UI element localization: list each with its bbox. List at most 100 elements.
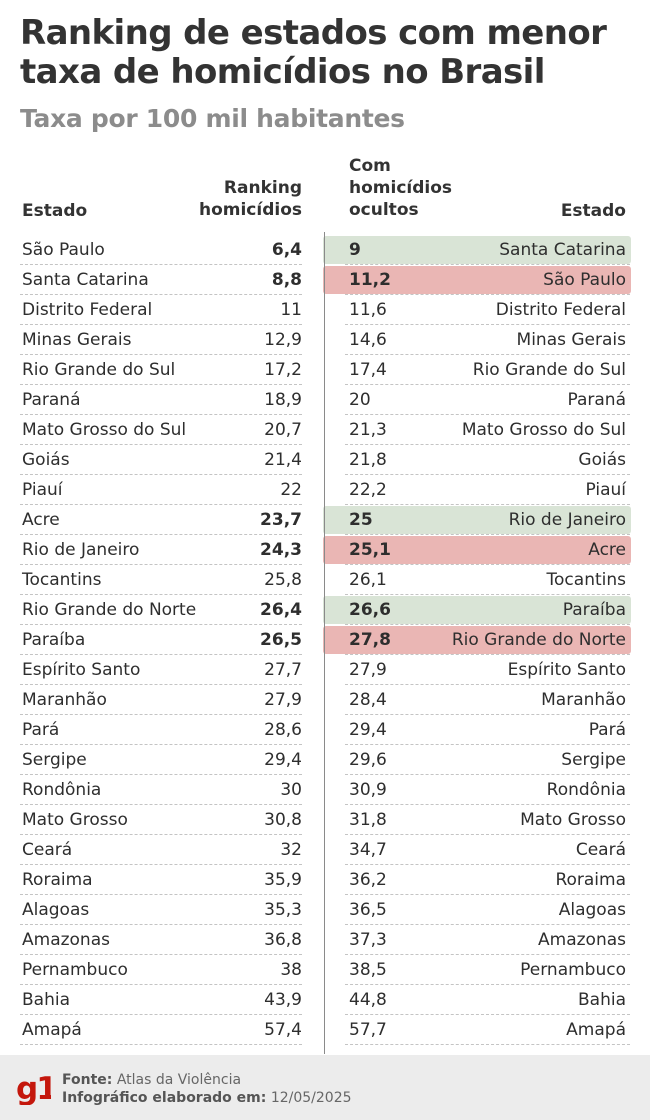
- left-value-cell: 35,9: [264, 870, 302, 890]
- left-value-cell: 32: [280, 840, 302, 860]
- right-state-cell: Amazonas: [538, 930, 626, 950]
- row-separator-right: [345, 744, 630, 745]
- green-highlight: [323, 506, 631, 534]
- table-row: São Paulo 6,4 9 Santa Catarina: [0, 235, 650, 265]
- right-value-cell: 30,9: [349, 780, 387, 800]
- row-separator-right: [345, 504, 630, 505]
- left-state-cell: Rio Grande do Norte: [22, 600, 197, 620]
- column-header-right-state: Estado: [560, 201, 626, 221]
- right-value-cell: 27,9: [349, 660, 387, 680]
- right-state-cell: São Paulo: [543, 270, 626, 290]
- left-state-cell: Sergipe: [22, 750, 87, 770]
- right-state-cell: Rondônia: [546, 780, 626, 800]
- row-separator-right: [345, 834, 630, 835]
- column-header-ranking-line1: Ranking: [223, 178, 302, 198]
- row-separator-left: [20, 924, 302, 925]
- right-state-cell: Alagoas: [558, 900, 626, 920]
- row-separator-right: [345, 804, 630, 805]
- row-separator-left: [20, 324, 302, 325]
- left-value-cell: 20,7: [264, 420, 302, 440]
- left-value-cell: 12,9: [264, 330, 302, 350]
- column-header-hidden-line3: ocultos: [349, 200, 419, 220]
- row-separator-right: [345, 474, 630, 475]
- right-value-cell: 34,7: [349, 840, 387, 860]
- row-separator-left: [20, 354, 302, 355]
- row-separator-right: [345, 624, 630, 625]
- left-value-cell: 17,2: [264, 360, 302, 380]
- left-state-cell: Goiás: [22, 450, 70, 470]
- row-separator-right: [345, 264, 630, 265]
- row-separator-left: [20, 474, 302, 475]
- right-value-cell: 27,8: [349, 630, 391, 650]
- row-separator-left: [20, 894, 302, 895]
- column-divider: [324, 232, 325, 1054]
- right-value-cell: 11,2: [349, 270, 391, 290]
- row-separator-right: [345, 534, 630, 535]
- table-row: Acre 23,7 25 Rio de Janeiro: [0, 505, 650, 535]
- left-state-cell: Alagoas: [22, 900, 90, 920]
- left-state-cell: Bahia: [22, 990, 70, 1010]
- table-row: Bahia 43,9 44,8 Bahia: [0, 985, 650, 1015]
- column-header-left-state: Estado: [22, 201, 88, 221]
- row-separator-right: [345, 954, 630, 955]
- left-state-cell: Ceará: [22, 840, 73, 860]
- row-separator-right: [345, 924, 630, 925]
- row-separator-left: [20, 624, 302, 625]
- footer-source-label: Fonte:: [62, 1072, 113, 1088]
- footer-date-value: 12/05/2025: [270, 1090, 352, 1106]
- right-state-cell: Acre: [588, 540, 626, 560]
- left-value-cell: 43,9: [264, 990, 302, 1010]
- row-separator-left: [20, 954, 302, 955]
- left-state-cell: Santa Catarina: [22, 270, 149, 290]
- left-value-cell: 29,4: [264, 750, 302, 770]
- right-state-cell: Maranhão: [541, 690, 626, 710]
- row-separator-left: [20, 984, 302, 985]
- row-separator-right: [345, 714, 630, 715]
- right-value-cell: 17,4: [349, 360, 387, 380]
- row-separator-right: [345, 654, 630, 655]
- footer-source: Fonte: Atlas da Violência: [62, 1072, 241, 1088]
- right-state-cell: Tocantins: [546, 570, 626, 590]
- footer-source-value: Atlas da Violência: [116, 1072, 242, 1088]
- footer: g1 Fonte: Atlas da Violência Infográfico…: [0, 1055, 650, 1120]
- right-value-cell: 22,2: [349, 480, 387, 500]
- right-state-cell: Amapá: [566, 1020, 626, 1040]
- right-state-cell: Rio de Janeiro: [508, 510, 626, 530]
- right-value-cell: 31,8: [349, 810, 387, 830]
- left-value-cell: 38: [280, 960, 302, 980]
- row-separator-left: [20, 414, 302, 415]
- table-row: Roraima 35,9 36,2 Roraima: [0, 865, 650, 895]
- right-state-cell: Mato Grosso: [520, 810, 626, 830]
- left-value-cell: 30: [280, 780, 302, 800]
- column-header-ranking: Ranking homicídios: [150, 177, 302, 221]
- right-value-cell: 57,7: [349, 1020, 387, 1040]
- right-value-cell: 25,1: [349, 540, 391, 560]
- row-separator-right: [345, 1014, 630, 1015]
- chart-subtitle: Taxa por 100 mil habitantes: [20, 104, 405, 133]
- row-separator-left: [20, 444, 302, 445]
- left-state-cell: Rio de Janeiro: [22, 540, 140, 560]
- right-state-cell: Roraima: [555, 870, 626, 890]
- footer-date-label: Infográfico elaborado em:: [62, 1090, 267, 1106]
- left-state-cell: Mato Grosso do Sul: [22, 420, 187, 440]
- left-state-cell: Roraima: [22, 870, 93, 890]
- left-state-cell: Paraná: [22, 390, 81, 410]
- right-state-cell: Pará: [588, 720, 626, 740]
- column-header-ranking-line2: homicídios: [198, 200, 302, 220]
- red-highlight: [323, 626, 631, 654]
- right-state-cell: Paraná: [567, 390, 626, 410]
- right-state-cell: Rio Grande do Norte: [451, 630, 626, 650]
- right-value-cell: 29,6: [349, 750, 387, 770]
- left-state-cell: Rio Grande do Sul: [22, 360, 176, 380]
- row-separator-left: [20, 594, 302, 595]
- left-value-cell: 11: [280, 300, 302, 320]
- footer-date: Infográfico elaborado em: 12/05/2025: [62, 1090, 352, 1106]
- left-state-cell: Tocantins: [22, 570, 102, 590]
- row-separator-left: [20, 804, 302, 805]
- table-row: Paraíba 26,5 27,8 Rio Grande do Norte: [0, 625, 650, 655]
- table-row: Ceará 32 34,7 Ceará: [0, 835, 650, 865]
- right-state-cell: Goiás: [578, 450, 626, 470]
- column-header-hidden-homicides: Com homicídios ocultos: [349, 155, 452, 221]
- right-value-cell: 9: [349, 240, 361, 260]
- row-separator-right: [345, 1044, 630, 1045]
